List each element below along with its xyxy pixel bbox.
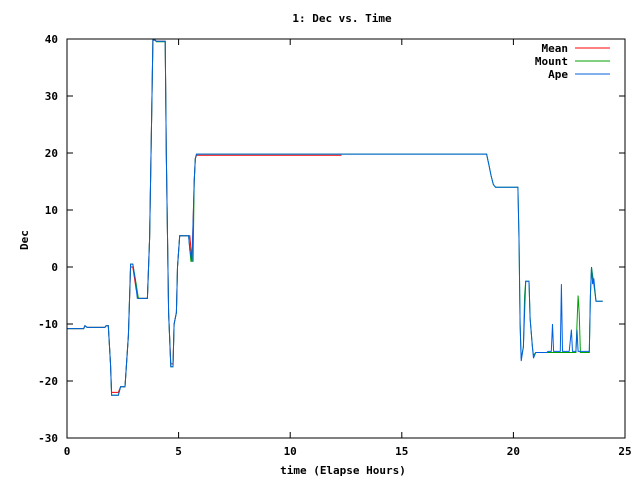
chart-title: 1: Dec vs. Time xyxy=(292,12,392,25)
y-tick-label: -20 xyxy=(38,375,58,388)
y-tick-label: 10 xyxy=(45,204,58,217)
x-tick-label: 15 xyxy=(395,445,408,458)
y-tick-label: 40 xyxy=(45,33,58,46)
plot-frame xyxy=(66,38,626,439)
y-tick-label: 30 xyxy=(45,90,58,103)
legend-label-ape: Ape xyxy=(548,68,568,81)
y-tick-label: -30 xyxy=(38,432,58,445)
plot-lines xyxy=(67,39,603,396)
legend-label-mean: Mean xyxy=(542,42,569,55)
y-tick-label: 20 xyxy=(45,147,58,160)
legend-label-mount: Mount xyxy=(535,55,568,68)
axis-ticks: 0 5 10 15 20 25 -30 -20 -10 0 10 20 30 40 xyxy=(38,33,632,458)
x-tick-label: 5 xyxy=(175,445,182,458)
y-tick-label: -10 xyxy=(38,318,58,331)
x-tick-label: 20 xyxy=(507,445,520,458)
x-axis-label: time (Elapse Hours) xyxy=(280,464,406,477)
x-tick-label: 10 xyxy=(284,445,297,458)
y-tick-label: 0 xyxy=(51,261,58,274)
y-axis-label: Dec xyxy=(18,230,31,250)
x-tick-label: 25 xyxy=(618,445,631,458)
series-line-ape xyxy=(67,39,603,396)
series-line-mount xyxy=(67,39,603,396)
x-tick-label: 0 xyxy=(64,445,71,458)
series-line-mean xyxy=(67,39,342,393)
